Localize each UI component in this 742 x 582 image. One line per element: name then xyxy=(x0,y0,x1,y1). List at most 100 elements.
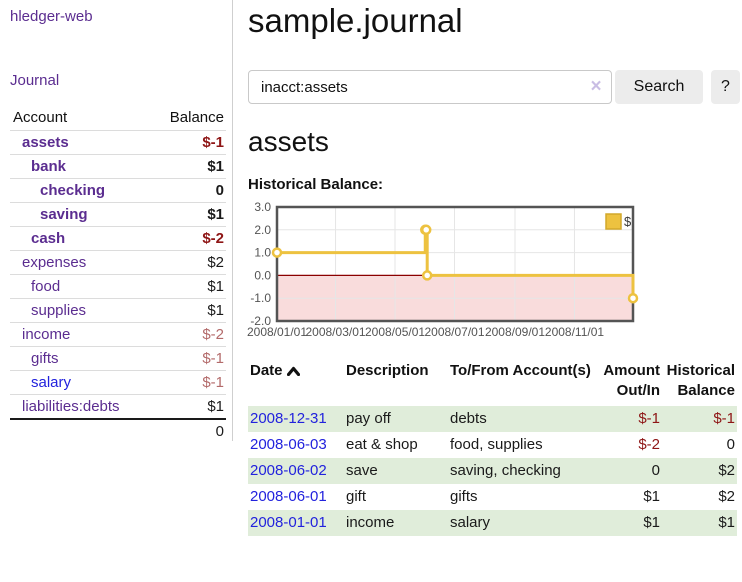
svg-text:-1.0: -1.0 xyxy=(250,291,271,305)
transaction-balance: $2 xyxy=(718,488,735,505)
brand-link[interactable]: hledger-web xyxy=(10,8,93,25)
account-balance: $1 xyxy=(150,394,226,419)
account-link[interactable]: food xyxy=(31,278,61,295)
accounts-total-value: 0 xyxy=(150,418,226,443)
table-row: 2008-06-03 eat & shop food, supplies $-2 0 xyxy=(248,432,737,458)
svg-text:1.0: 1.0 xyxy=(254,246,271,260)
transaction-balance: $1 xyxy=(662,510,737,536)
page-title: sample.journal xyxy=(248,2,463,39)
svg-text:0.0: 0.0 xyxy=(254,268,271,282)
transaction-date-link[interactable]: 2008-12-31 xyxy=(250,410,327,427)
svg-text:3.0: 3.0 xyxy=(254,200,271,214)
svg-text:2008/05/01: 2008/05/01 xyxy=(365,325,425,339)
transaction-description: eat & shop xyxy=(346,436,418,453)
sidebar: hledger-web Journal Account Balance asse… xyxy=(0,0,233,443)
accounts-header-account: Account xyxy=(13,109,68,126)
accounts-table: Account Balance assets $-1 bank $1 checking 0… xyxy=(10,106,226,443)
account-balance: $-1 xyxy=(150,346,226,371)
svg-text:-2.0: -2.0 xyxy=(250,314,271,328)
svg-text:2008/11/01: 2008/11/01 xyxy=(545,325,604,339)
account-row: saving $1 xyxy=(10,202,226,227)
account-balance: $1 xyxy=(150,154,226,179)
transaction-description: pay off xyxy=(346,406,450,432)
account-balance: $2 xyxy=(150,250,226,275)
help-button[interactable]: ? xyxy=(711,70,740,104)
transaction-amount: $-1 xyxy=(600,406,662,432)
transaction-amount: $1 xyxy=(643,488,660,505)
clear-search-icon[interactable]: × xyxy=(590,76,602,97)
transaction-date-link[interactable]: 2008-06-03 xyxy=(250,436,327,453)
register-header-description: Description xyxy=(346,362,429,379)
transaction-balance: $-1 xyxy=(662,406,737,432)
account-heading: assets xyxy=(248,126,329,157)
account-balance: 0 xyxy=(150,178,226,203)
account-row: cash $-2 xyxy=(10,226,226,251)
transaction-amount: 0 xyxy=(600,458,662,484)
account-row: assets $-1 xyxy=(10,130,226,155)
account-link[interactable]: liabilities:debts xyxy=(22,398,120,415)
transaction-date-link[interactable]: 2008-06-01 xyxy=(250,488,327,505)
svg-text:2008/01/01: 2008/01/01 xyxy=(247,325,307,339)
svg-text:2008/09/01: 2008/09/01 xyxy=(485,325,545,339)
account-link[interactable]: salary xyxy=(31,374,72,391)
table-row: 2008-06-01 gift gifts $1 $2 xyxy=(248,484,737,510)
register-header-accounts: To/From Account(s) xyxy=(450,362,591,379)
balance-chart: 3.0 2.0 1.0 0.0 -1.0 -2.0 2008/01/01 2008/03/01… xyxy=(247,200,737,348)
transaction-description: save xyxy=(346,458,450,484)
account-row: liabilities:debts $1 xyxy=(10,394,226,419)
account-link[interactable]: income xyxy=(22,326,71,343)
account-row: supplies $1 xyxy=(10,298,226,323)
sort-ascending-icon xyxy=(286,362,300,382)
svg-text:2008/03/01: 2008/03/01 xyxy=(305,325,365,339)
transaction-date-link[interactable]: 2008-01-01 xyxy=(250,514,327,531)
register-header-balance: Historical Balance xyxy=(666,362,735,399)
account-row: income $-2 xyxy=(10,322,226,347)
account-link[interactable]: gifts xyxy=(31,350,59,367)
transaction-accounts: saving, checking xyxy=(450,458,600,484)
table-row: 2008-01-01 income salary $1 $1 xyxy=(248,510,737,536)
search-button[interactable]: Search xyxy=(615,70,703,104)
transaction-accounts: salary xyxy=(450,510,600,536)
chart-title: Historical Balance: xyxy=(248,176,384,193)
account-link[interactable]: checking xyxy=(40,182,106,199)
register-body: 2008-12-31 pay off debts $-1 $-1 2008-06-03 ea… xyxy=(248,406,737,536)
account-link[interactable]: saving xyxy=(40,206,88,223)
transaction-description: income xyxy=(346,510,450,536)
account-row: expenses $2 xyxy=(10,250,226,275)
account-link[interactable]: bank xyxy=(31,158,67,175)
sidebar-item-journal[interactable]: Journal xyxy=(10,72,60,89)
transaction-description: gift xyxy=(346,488,367,505)
accounts-total-row: 0 xyxy=(10,418,226,443)
register-header-date[interactable]: Date xyxy=(248,358,346,406)
search-form: × Search ? xyxy=(248,70,740,104)
account-link[interactable]: cash xyxy=(31,230,66,247)
transaction-balance: $2 xyxy=(662,458,737,484)
accounts-header-balance: Balance xyxy=(169,109,224,126)
svg-text:2008/07/01: 2008/07/01 xyxy=(424,325,484,339)
account-link[interactable]: supplies xyxy=(31,302,87,319)
svg-text:$: $ xyxy=(624,214,632,229)
table-row: 2008-12-31 pay off debts $-1 $-1 xyxy=(248,406,737,432)
table-row: 2008-06-02 save saving, checking 0 $2 xyxy=(248,458,737,484)
account-balance: $1 xyxy=(150,298,226,323)
account-row: bank $1 xyxy=(10,154,226,179)
account-link[interactable]: expenses xyxy=(22,254,87,271)
search-input[interactable] xyxy=(248,70,612,104)
account-balance: $-1 xyxy=(150,130,226,155)
account-balance: $-2 xyxy=(150,226,226,251)
transaction-accounts: food, supplies xyxy=(450,436,543,453)
transaction-accounts: gifts xyxy=(450,488,478,505)
transaction-date-link[interactable]: 2008-06-02 xyxy=(250,462,327,479)
account-balance: $-2 xyxy=(150,322,226,347)
register-header-amount: Amount Out/In xyxy=(603,362,660,399)
transaction-amount: $-2 xyxy=(638,436,660,453)
account-balance: $-1 xyxy=(150,370,226,395)
account-row: food $1 xyxy=(10,274,226,299)
svg-text:2.0: 2.0 xyxy=(254,223,271,237)
account-link[interactable]: assets xyxy=(22,134,69,151)
transaction-amount: $1 xyxy=(600,510,662,536)
transaction-accounts: debts xyxy=(450,406,600,432)
accounts-body: assets $-1 bank $1 checking 0 saving $1 cash $-2 e… xyxy=(10,130,226,419)
transaction-balance: 0 xyxy=(726,436,735,453)
